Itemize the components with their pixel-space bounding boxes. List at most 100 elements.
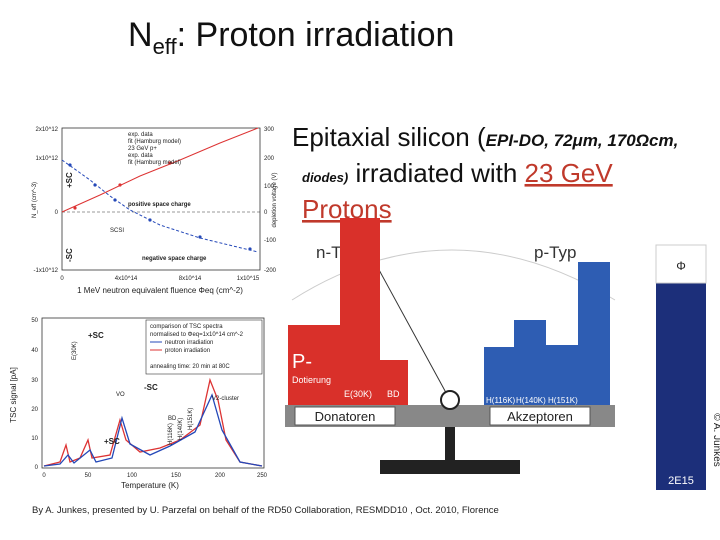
legend-entry: fit (Hamburg model) bbox=[128, 139, 181, 145]
label: E(30K) bbox=[344, 389, 372, 399]
neutron-spectrum bbox=[43, 393, 263, 467]
x-axis-label: Temperature (K) bbox=[121, 481, 179, 490]
annotation: +SC bbox=[88, 331, 104, 340]
annotation: V2-cluster bbox=[212, 396, 239, 402]
title-rest: : Proton irradiation bbox=[177, 16, 455, 54]
subtitle-line2: diodes) irradiated with 23 GeV bbox=[302, 158, 613, 188]
x-tick-label: 1x10^15 bbox=[237, 276, 260, 282]
bar-bd bbox=[380, 360, 408, 405]
pivot bbox=[440, 390, 460, 410]
annotation: +SC bbox=[104, 437, 120, 446]
annotation: +SC bbox=[65, 172, 74, 188]
y-tick-label: 10 bbox=[31, 436, 38, 442]
annotation: H(151K) bbox=[188, 408, 194, 430]
x-tick-label: 50 bbox=[85, 473, 92, 479]
bar-extra bbox=[578, 262, 610, 405]
color-bar-top bbox=[655, 244, 707, 284]
plot-frame bbox=[61, 127, 261, 271]
legend-entry: proton irradiation bbox=[165, 348, 210, 354]
annotation: H(140K) bbox=[178, 418, 184, 440]
y-tick-label: 50 bbox=[31, 318, 38, 324]
label: P- bbox=[292, 351, 312, 373]
red-fit bbox=[61, 127, 259, 213]
label: H(140K) bbox=[516, 396, 546, 405]
y-tick-label: 2x10^12 bbox=[36, 127, 59, 133]
legend-box bbox=[145, 319, 263, 375]
y-tick-label: 1x10^12 bbox=[36, 156, 59, 162]
stand bbox=[445, 427, 455, 462]
y-tick-label: 30 bbox=[31, 378, 38, 384]
y2-tick-label: 0 bbox=[264, 210, 268, 216]
subtitle-line1: Epitaxial silicon (EPI-DO, 72μm, 170Ωcm, bbox=[292, 122, 678, 152]
annotation: -SC bbox=[65, 248, 74, 262]
y-tick-label: 0 bbox=[35, 465, 39, 471]
red-points bbox=[73, 161, 172, 210]
arc bbox=[291, 249, 616, 301]
fluence-plot: 2x10^12 1x10^12 0 -1x10^12 300 200 100 0… bbox=[32, 127, 278, 295]
label: Akzeptoren bbox=[507, 409, 573, 424]
subtitle-lead: Epitaxial silicon ( bbox=[292, 122, 486, 152]
x-axis-label: 1 MeV neutron equivalent fluence Φeq (cm… bbox=[77, 286, 243, 295]
bar-h151 bbox=[546, 345, 578, 405]
annotation: positive space charge bbox=[128, 202, 191, 208]
x-tick-label: 150 bbox=[171, 473, 182, 479]
color-bar bbox=[656, 245, 706, 490]
y2-tick-label: -200 bbox=[264, 268, 277, 274]
footer: By A. Junkes, presented by U. Parzefal o… bbox=[32, 505, 499, 516]
y-tick-label: -1x10^12 bbox=[34, 268, 59, 274]
slide-title: Neff: Proton irradiation bbox=[128, 16, 454, 59]
x-tick-label: 4x10^14 bbox=[115, 276, 138, 282]
legend-entry: annealing time: 20 min at 80C bbox=[150, 364, 230, 370]
y-axis-label: TSC signal [pA] bbox=[9, 367, 18, 423]
blue-points bbox=[68, 163, 252, 251]
copyright: © A. Junkes bbox=[711, 413, 720, 467]
legend-entry: 23 GeV p+ bbox=[128, 146, 157, 152]
x-tick-label: 100 bbox=[127, 473, 138, 479]
bar-e30k bbox=[340, 218, 380, 405]
subtitle-detail: EPI-DO, 72μm, 170Ωcm, bbox=[486, 131, 679, 150]
label: 2E15 bbox=[668, 475, 694, 487]
annotation: H(116K) bbox=[168, 423, 174, 445]
label: p-Typ bbox=[534, 243, 577, 262]
plot-frame bbox=[41, 317, 265, 469]
tsc-plot: 50 40 30 20 10 0 0 50 100 150 200 250 Te… bbox=[9, 317, 268, 490]
subtitle-energy: 23 GeV bbox=[525, 158, 614, 188]
title-main: N bbox=[128, 16, 153, 54]
annotation: VO bbox=[116, 392, 125, 398]
bar-h140 bbox=[514, 320, 546, 405]
legend-entry: fit (Hamburg model) bbox=[128, 160, 181, 166]
subtitle-middle: irradiated with bbox=[348, 158, 524, 188]
label: Donatoren bbox=[315, 409, 376, 424]
x-tick-label: 250 bbox=[257, 473, 268, 479]
x-tick-label: 0 bbox=[42, 473, 46, 479]
annotation: E(30K) bbox=[72, 341, 78, 360]
balance-diagram: n-Typ p-Typ P- Dotierung E(30K) BD H(116… bbox=[285, 218, 720, 490]
y2-axis-label: depletion voltage (V) bbox=[272, 172, 278, 227]
label: Φ bbox=[676, 259, 686, 273]
y2-tick-label: -100 bbox=[264, 238, 277, 244]
y-tick-label: 20 bbox=[31, 407, 38, 413]
base bbox=[380, 460, 520, 474]
label: H(116K) bbox=[486, 396, 516, 405]
title-subscript: eff bbox=[153, 34, 178, 59]
x-tick-label: 200 bbox=[215, 473, 226, 479]
x-tick-label: 8x10^14 bbox=[179, 276, 202, 282]
proton-spectrum bbox=[43, 377, 263, 467]
y2-tick-label: 300 bbox=[264, 127, 275, 133]
bar-p-doping bbox=[288, 325, 340, 405]
label: BD bbox=[387, 389, 400, 399]
annotation: SCSI bbox=[110, 228, 124, 234]
subtitle-detail-end: diodes) bbox=[302, 170, 348, 185]
y-axis-label: N_eff (cm^-3) bbox=[32, 182, 38, 218]
legend-entry: exp. data bbox=[128, 132, 153, 138]
y2-tick-label: 100 bbox=[264, 184, 275, 190]
label: Dotierung bbox=[292, 375, 331, 385]
annotation: -SC bbox=[144, 383, 158, 392]
acceptor-box bbox=[489, 406, 591, 426]
annotation: negative space charge bbox=[142, 256, 207, 262]
legend-entry: comparison of TSC spectra bbox=[150, 324, 223, 330]
annotation: BD bbox=[168, 416, 177, 422]
legend-entry: normalised to Φeq=1x10^14 cm^-2 bbox=[150, 332, 244, 338]
y-tick-label: 40 bbox=[31, 348, 38, 354]
